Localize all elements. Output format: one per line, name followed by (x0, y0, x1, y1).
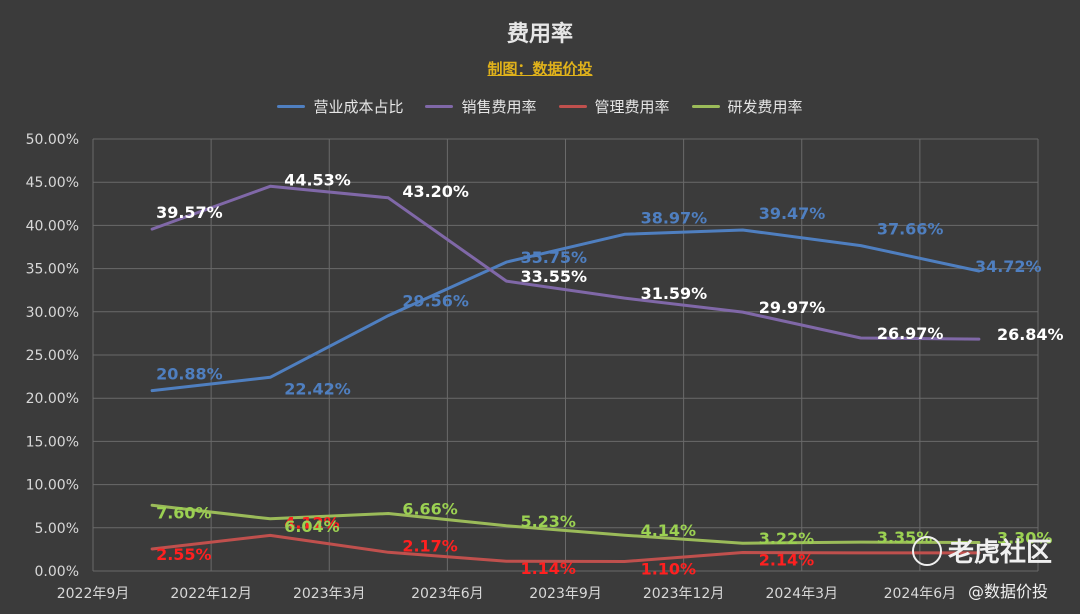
x-tick-label: 2023年9月 (529, 586, 602, 602)
data-label: 35.75% (520, 248, 587, 267)
x-tick-label: 2023年12月 (643, 586, 724, 602)
x-tick-label: 2022年12月 (170, 586, 251, 602)
y-tick-label: 10.00% (26, 478, 79, 494)
data-label: 33.55% (520, 267, 587, 286)
data-label: 2.55% (156, 545, 212, 564)
data-label: 34.72% (975, 257, 1042, 276)
x-tick-label: 2023年6月 (411, 586, 484, 602)
y-tick-label: 20.00% (26, 391, 79, 407)
data-label: 39.57% (156, 203, 223, 222)
data-label: 6.04% (284, 517, 340, 536)
tiger-logo-icon (912, 535, 942, 566)
y-tick-label: 0.00% (35, 564, 79, 580)
watermark-brand-text: 老虎社区 (948, 538, 1053, 568)
legend-swatch (425, 105, 454, 108)
data-label: 26.97% (877, 324, 944, 343)
data-label: 22.42% (284, 379, 351, 398)
legend-label: 销售费用率 (461, 98, 537, 116)
data-label: 1.10% (641, 559, 697, 578)
data-label: 3.22% (759, 529, 815, 548)
legend-label: 营业成本占比 (313, 98, 404, 116)
y-tick-label: 15.00% (26, 434, 79, 450)
legend: 营业成本占比 销售费用率 管理费用率 研发费用率 (0, 96, 1080, 117)
data-label: 20.88% (156, 365, 223, 384)
data-label: 29.56% (402, 292, 469, 311)
data-label: 5.23% (520, 512, 576, 531)
legend-swatch (277, 105, 306, 108)
chart-subtitle: 制图：数据价投 (487, 60, 593, 78)
data-label: 7.60% (156, 503, 212, 522)
series-line (150, 228, 981, 393)
data-label: 2.14% (759, 551, 815, 570)
data-label: 4.14% (641, 521, 697, 540)
x-tick-label: 2024年3月 (765, 586, 838, 602)
x-tick-label: 2023年3月 (293, 586, 366, 602)
legend-label: 研发费用率 (727, 98, 803, 116)
data-label: 31.59% (641, 284, 708, 303)
data-label: 1.14% (520, 559, 576, 578)
y-tick-label: 30.00% (26, 305, 79, 321)
data-label: 6.66% (402, 499, 458, 518)
data-label: 38.97% (641, 208, 708, 227)
data-label: 37.66% (877, 220, 944, 239)
data-label: 44.53% (284, 170, 351, 189)
series-line (150, 503, 981, 545)
y-tick-label: 45.00% (26, 175, 79, 191)
series-line (150, 533, 981, 563)
legend-item: 销售费用率 (425, 96, 537, 117)
watermark-handle: @数据价投 (968, 582, 1049, 601)
data-label: 43.20% (402, 182, 469, 201)
y-tick-label: 35.00% (26, 262, 79, 278)
watermark-brand: 老虎社区 (912, 532, 1052, 569)
x-tick-label: 2024年6月 (884, 586, 957, 602)
legend-swatch (691, 105, 720, 108)
y-tick-label: 5.00% (35, 521, 79, 537)
data-label: 3.30% (997, 528, 1053, 547)
data-label: 26.84% (997, 325, 1064, 344)
data-label: 4.12% (284, 513, 340, 532)
x-tick-label: 2022年9月 (57, 586, 130, 602)
series-line (150, 184, 981, 341)
legend-swatch (558, 105, 587, 108)
chart-title: 费用率 (506, 22, 573, 47)
data-label: 29.97% (759, 298, 826, 317)
y-tick-label: 40.00% (26, 218, 79, 234)
data-label: 2.17% (402, 536, 458, 555)
legend-item: 研发费用率 (691, 96, 803, 117)
y-tick-label: 50.00% (26, 132, 79, 148)
legend-item: 营业成本占比 (277, 96, 403, 117)
data-label: 39.47% (759, 204, 826, 223)
y-tick-label: 25.00% (26, 348, 79, 364)
legend-label: 管理费用率 (594, 98, 670, 116)
legend-item: 管理费用率 (558, 96, 670, 117)
